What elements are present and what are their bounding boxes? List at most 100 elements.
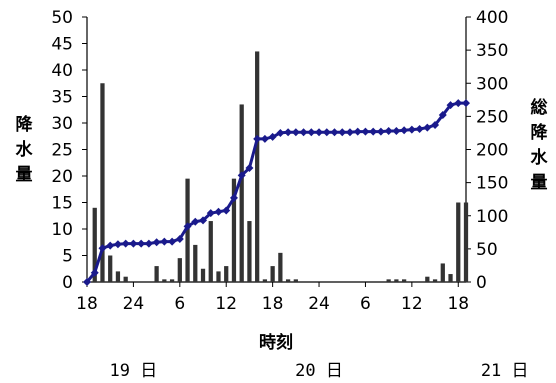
right-ylabel-char: 降 — [531, 122, 549, 143]
cumulative-point — [229, 193, 238, 202]
right-tick-label: 400 — [476, 8, 508, 28]
precip-bar — [255, 51, 260, 283]
cumulative-point — [392, 126, 401, 135]
right-tick-label: 150 — [476, 174, 508, 194]
precip-bar — [231, 178, 237, 282]
precip-bar — [200, 268, 206, 282]
precip-bar — [278, 252, 283, 282]
cumulative-point — [361, 127, 370, 136]
cumulative-point — [113, 240, 122, 249]
cumulative-point — [307, 128, 316, 137]
x-tick-label: 12 — [401, 294, 423, 314]
cumulative-point — [345, 128, 354, 137]
left-ylabel-char: 水 — [16, 139, 34, 160]
precip-bar — [401, 279, 407, 282]
precip-bar — [293, 279, 298, 282]
precipitation-bars — [92, 51, 469, 283]
day-label: 19 日 — [110, 361, 158, 381]
precip-bar — [92, 207, 97, 282]
cumulative-point — [175, 234, 184, 243]
cumulative-point — [98, 244, 107, 253]
cumulative-point — [168, 237, 177, 246]
cumulative-point — [407, 125, 416, 134]
left-axis-ticks: 0 5 10 15 20 25 30 35 40 45 50 — [51, 8, 87, 293]
left-tick-label: 40 — [51, 61, 73, 81]
left-ylabel-char: 量 — [16, 164, 33, 185]
x-tick-label: 18 — [76, 294, 98, 314]
cumulative-point — [276, 128, 285, 137]
cumulative-point — [152, 238, 161, 247]
x-tick-label: 18 — [262, 294, 284, 314]
precip-bar — [224, 266, 229, 282]
precip-bar — [270, 266, 275, 282]
precip-bar — [216, 271, 221, 282]
right-axis-ticks: 0 50 100 150 200 250 300 350 400 — [466, 8, 508, 293]
cumulative-point — [199, 216, 208, 225]
precip-bar — [440, 263, 445, 282]
cumulative-point — [214, 207, 223, 216]
cumulative-point — [160, 237, 169, 246]
cumulative-point — [129, 239, 138, 248]
cumulative-point — [90, 268, 99, 277]
cumulative-point — [431, 120, 440, 129]
precip-bar — [285, 279, 291, 282]
cumulative-point — [144, 239, 153, 248]
precip-bar — [193, 244, 198, 282]
cumulative-point — [400, 126, 409, 135]
cumulative-point — [353, 127, 362, 136]
day-labels: 19 日 20 日 21 日 — [110, 361, 529, 381]
cumulative-point — [315, 128, 324, 137]
cumulative-point — [253, 134, 262, 143]
cumulative-point — [237, 171, 246, 180]
precip-bar — [123, 276, 128, 282]
right-ylabel-char: 総 — [531, 97, 548, 118]
cumulative-point — [415, 124, 424, 133]
right-tick-label: 100 — [476, 207, 508, 227]
left-tick-label: 0 — [62, 273, 73, 293]
left-tick-label: 20 — [51, 167, 73, 187]
x-tick-label: 18 — [447, 294, 469, 314]
cumulative-point — [376, 127, 385, 136]
precip-bar — [394, 279, 399, 282]
precip-bar — [177, 258, 182, 282]
cumulative-point — [299, 128, 308, 137]
precip-bar — [162, 279, 167, 282]
left-tick-label: 10 — [51, 220, 73, 240]
x-axis-label: 時刻 — [259, 332, 293, 353]
cumulative-point — [446, 101, 455, 110]
right-tick-label: 0 — [476, 273, 487, 293]
left-tick-label: 30 — [51, 114, 73, 134]
right-ylabel-char: 量 — [531, 172, 548, 193]
x-tick-label: 12 — [215, 294, 237, 314]
cumulative-point — [454, 99, 463, 108]
precip-bar — [115, 271, 121, 282]
cumulative-point — [191, 217, 200, 226]
right-tick-label: 300 — [476, 74, 508, 94]
cumulative-point — [137, 239, 146, 248]
precip-bar — [262, 279, 268, 282]
x-tick-label: 24 — [123, 294, 145, 314]
left-tick-label: 15 — [51, 194, 73, 214]
precip-bar — [239, 104, 244, 282]
cumulative-point — [284, 128, 293, 137]
cumulative-point — [338, 128, 347, 137]
cumulative-point — [291, 128, 300, 137]
cumulative-point — [384, 126, 393, 135]
left-axis-label: 降水量 — [16, 114, 34, 185]
cumulative-point — [462, 99, 470, 108]
right-tick-label: 50 — [476, 240, 498, 260]
x-axis-ticks: 18 24 6 12 18 24 6 12 18 — [76, 282, 469, 314]
precip-bar — [247, 221, 252, 282]
right-tick-label: 250 — [476, 107, 508, 127]
precip-bar — [100, 83, 105, 282]
cumulative-line-series — [83, 99, 470, 286]
cumulative-point — [121, 239, 130, 248]
precip-bar — [154, 266, 159, 282]
cumulative-point — [330, 128, 339, 137]
cumulative-point — [206, 209, 215, 218]
cumulative-point — [423, 123, 432, 132]
right-ylabel-char: 水 — [531, 147, 549, 168]
precip-bar — [386, 279, 391, 282]
left-ylabel-char: 降 — [16, 114, 34, 135]
